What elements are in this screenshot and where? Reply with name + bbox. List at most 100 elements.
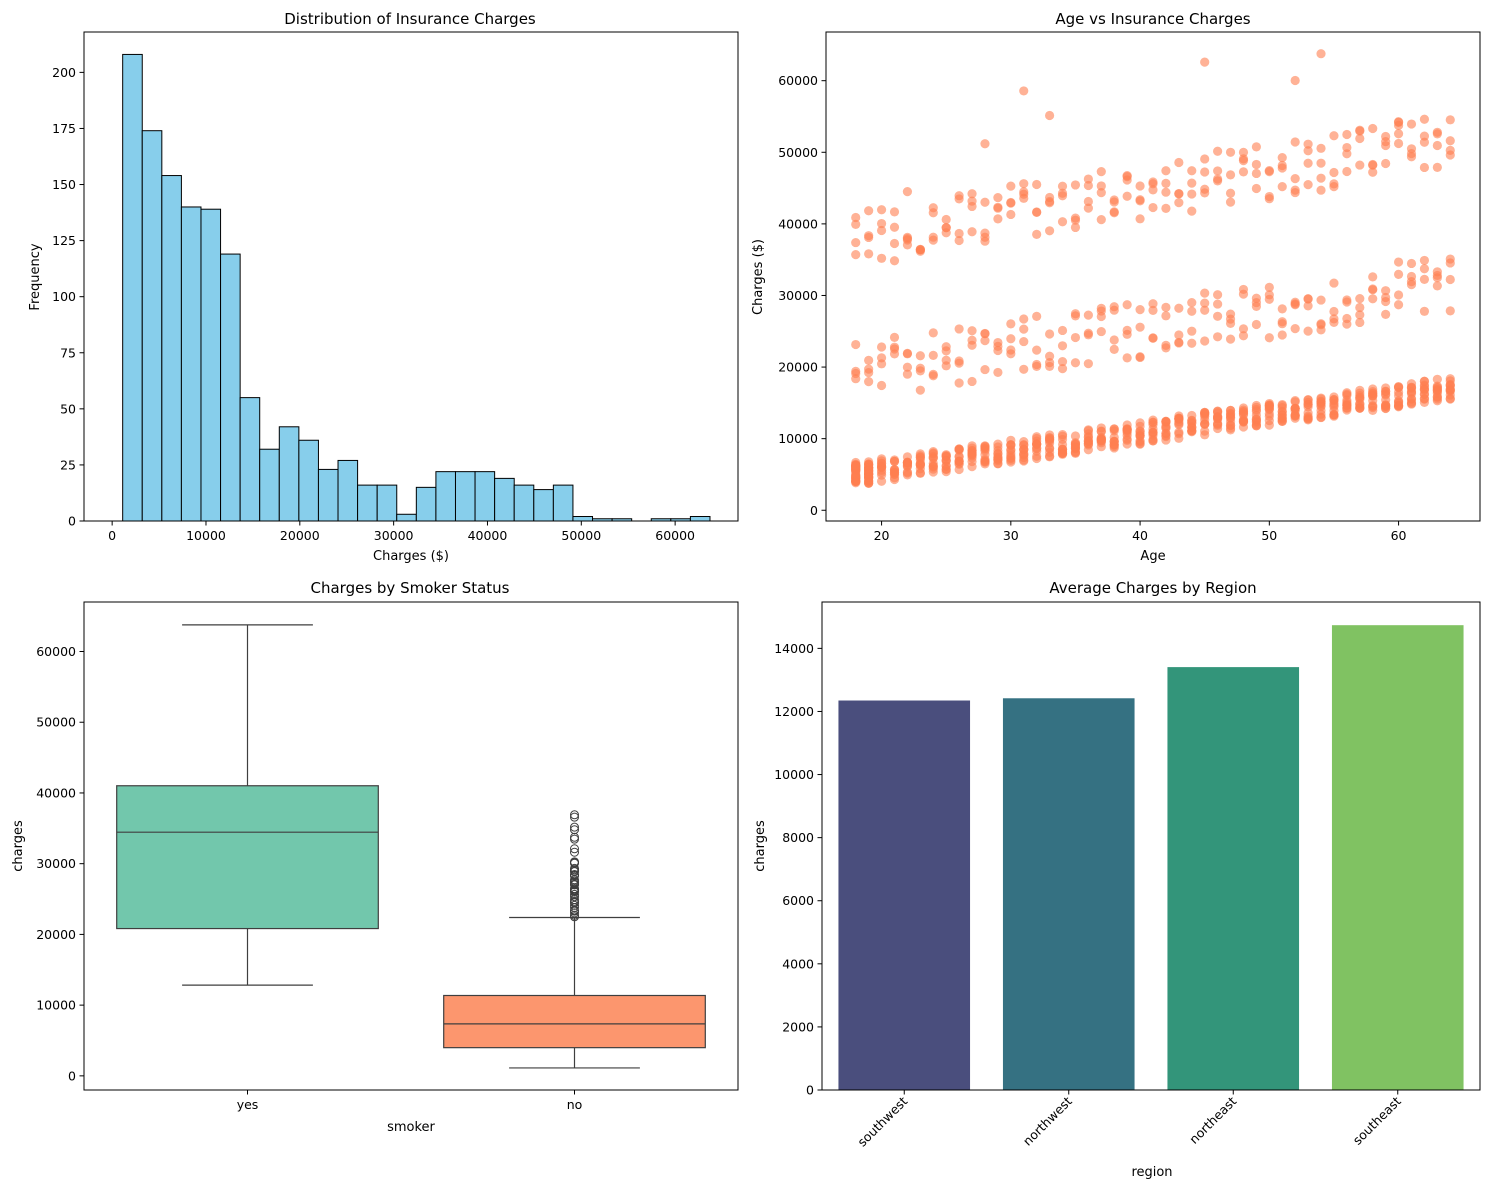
scatter-point: [1290, 185, 1300, 195]
scatter-point: [1355, 126, 1365, 136]
scatter-point: [1406, 397, 1417, 407]
histogram-bar: [513, 484, 535, 522]
histogram-ytick-label: 125: [52, 233, 76, 248]
histogram-bar: [337, 459, 359, 522]
scatter-point: [1381, 383, 1391, 393]
scatter-point: [1057, 356, 1068, 367]
scatter-x-label: Age: [1140, 549, 1165, 564]
scatter-point: [876, 380, 887, 391]
scatter-point: [1096, 326, 1106, 337]
scatter-point: [889, 467, 900, 477]
scatter-point: [1135, 352, 1145, 362]
scatter-point: [967, 326, 977, 336]
histogram-y-ticks: 0 25 50 75 100 125 150 175 200: [52, 65, 84, 529]
scatter-point: [967, 227, 977, 237]
scatter-point: [864, 355, 874, 365]
scatter-point: [1316, 185, 1326, 195]
scatter-point: [1445, 394, 1455, 404]
scatter-point: [1032, 207, 1042, 217]
scatter-point: [1019, 456, 1029, 466]
scatter-point: [1445, 381, 1455, 391]
scatter-point: [1096, 435, 1106, 445]
scatter-point: [1019, 436, 1029, 447]
scatter-point: [864, 249, 874, 259]
scatter-point: [1238, 147, 1249, 157]
scatter-panel: Age vs Insurance Charges 20 30 40 50 60 0 100…: [751, 10, 1481, 564]
scatter-point: [1419, 394, 1430, 404]
histogram-bar: [435, 471, 456, 522]
scatter-point: [889, 222, 900, 232]
scatter-point: [1161, 343, 1171, 353]
scatter-point: [1406, 258, 1417, 269]
region-bars: [838, 625, 1464, 1090]
scatter-point: [889, 238, 900, 249]
scatter-point: [1083, 196, 1093, 207]
scatter-point: [1122, 175, 1132, 185]
scatter-point: [1174, 198, 1184, 208]
scatter-point: [851, 339, 861, 350]
histogram-bar: [552, 484, 574, 522]
scatter-point: [1019, 324, 1029, 334]
scatter-point: [954, 378, 964, 388]
scatter-point: [1122, 325, 1132, 335]
scatter-ytick-label: 50000: [778, 145, 818, 160]
scatter-point: [1006, 334, 1016, 344]
scatter-point: [1161, 178, 1171, 188]
scatter-point: [876, 353, 887, 363]
scatter-point: [1096, 167, 1106, 177]
scatter-point: [1316, 412, 1326, 423]
histogram-bar: [572, 516, 594, 522]
scatter-point: [1381, 140, 1391, 151]
scatter-point: [1290, 300, 1300, 310]
scatter-point: [1316, 158, 1326, 168]
scatter-point: [1329, 395, 1339, 405]
scatter-point: [1368, 123, 1378, 134]
scatter-ytick-label: 60000: [778, 73, 818, 88]
scatter-point: [1342, 388, 1352, 398]
scatter-point: [1251, 414, 1261, 424]
scatter-point: [993, 203, 1003, 213]
scatter-point: [1045, 361, 1055, 372]
scatter-point: [1316, 49, 1326, 59]
scatter-point: [941, 346, 951, 356]
histogram-bar: [161, 175, 182, 522]
histogram-bar: [141, 130, 163, 522]
scatter-point: [1264, 333, 1274, 343]
scatter-point: [915, 363, 925, 373]
boxplot-x-ticks: yes no: [237, 1090, 582, 1112]
scatter-point: [1148, 427, 1158, 438]
region-xtick-label: southeast: [1350, 1093, 1404, 1147]
scatter-xtick-label: 50: [1261, 528, 1277, 543]
scatter-point: [1019, 193, 1029, 203]
scatter-point: [1251, 159, 1261, 170]
scatter-point: [1316, 173, 1326, 183]
scatter-point: [1200, 409, 1210, 419]
scatter-point: [1316, 401, 1326, 412]
scatter-point: [1148, 333, 1158, 343]
scatter-point: [1342, 319, 1352, 329]
scatter-point: [1109, 436, 1119, 446]
scatter-point: [928, 350, 938, 360]
scatter-point: [1381, 296, 1391, 307]
boxplot-xtick-label: yes: [237, 1097, 259, 1112]
scatter-point: [1109, 208, 1119, 218]
scatter-point: [980, 329, 990, 339]
scatter-point: [1329, 167, 1339, 178]
scatter-point: [1290, 324, 1300, 334]
scatter-point: [1109, 197, 1119, 207]
scatter-point: [1277, 410, 1287, 420]
scatter-point: [1432, 127, 1442, 137]
scatter-point: [1342, 166, 1352, 177]
scatter-point: [1368, 390, 1378, 400]
scatter-point: [1200, 167, 1210, 177]
scatter-point: [1019, 187, 1029, 197]
scatter-point: [1070, 431, 1081, 441]
scatter-point: [1187, 326, 1197, 336]
scatter-points: [851, 49, 1455, 488]
region-bar-southeast: [1331, 625, 1464, 1090]
scatter-point: [1303, 158, 1313, 168]
boxplot-flier: [570, 889, 579, 899]
histogram-ytick-label: 50: [60, 401, 76, 416]
boxplot-flier: [570, 825, 579, 835]
